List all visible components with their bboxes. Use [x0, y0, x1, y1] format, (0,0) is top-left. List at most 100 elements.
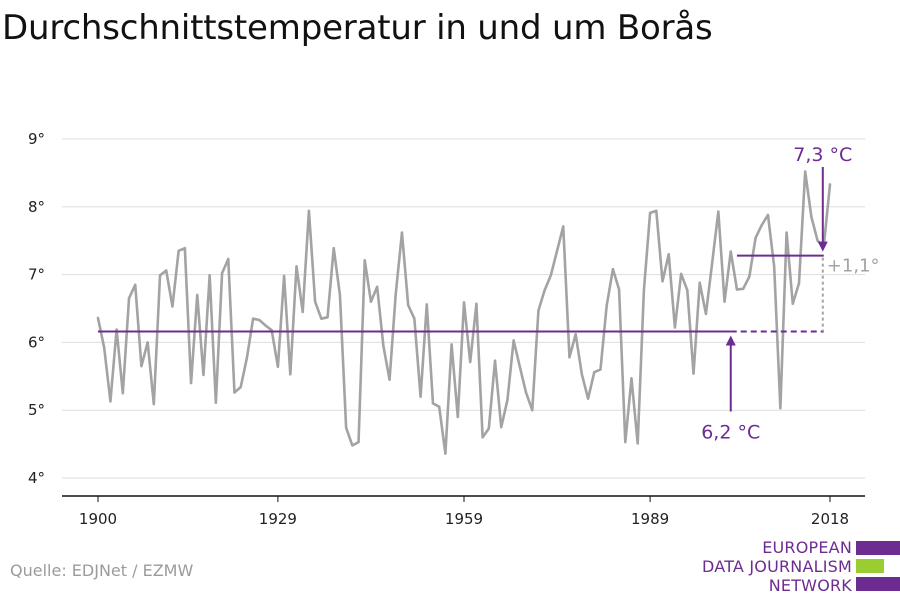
data-point-1926 — [258, 318, 261, 322]
y-tick-label-5: 5° — [28, 401, 45, 419]
data-point-1957 — [450, 343, 453, 346]
data-point-1914 — [183, 246, 187, 250]
data-point-1944 — [369, 300, 373, 303]
x-tick-label-1959: 1959 — [445, 510, 483, 528]
data-point-1946 — [382, 344, 385, 347]
data-point-1939 — [338, 293, 342, 297]
data-point-1930 — [282, 274, 286, 278]
data-point-1932 — [295, 265, 298, 268]
data-point-1936 — [320, 317, 323, 320]
data-point-1900 — [96, 316, 100, 320]
data-point-1938 — [332, 246, 335, 250]
y-tick-label-4: 4° — [28, 469, 45, 487]
data-point-1977 — [574, 333, 577, 336]
baseline-value-label: 6,2 °C — [701, 422, 760, 444]
data-point-2008 — [766, 213, 770, 217]
data-point-1994 — [679, 272, 683, 276]
data-point-1925 — [251, 317, 255, 320]
series-line-0 — [96, 170, 832, 455]
data-point-2000 — [717, 210, 720, 213]
data-point-2016 — [816, 239, 819, 242]
data-point-1963 — [487, 427, 491, 430]
data-point-1975 — [562, 225, 565, 228]
x-tick-label-1929: 1929 — [259, 510, 297, 528]
data-point-2015 — [810, 215, 813, 219]
data-point-1989 — [648, 211, 652, 215]
source-note: Quelle: EDJNet / EZMW — [10, 561, 194, 580]
data-point-1998 — [704, 312, 708, 316]
logo-bar-middle — [856, 559, 884, 573]
data-point-2004 — [741, 287, 745, 291]
data-point-1942 — [357, 440, 360, 444]
data-point-1996 — [692, 372, 695, 375]
data-point-1976 — [568, 356, 571, 359]
edjnet-logo[interactable]: EUROPEAN DATA JOURNALISM NETWORK — [700, 538, 900, 596]
data-point-1904 — [121, 392, 125, 395]
data-point-1941 — [351, 444, 354, 447]
data-point-1918 — [208, 274, 211, 277]
data-point-1940 — [344, 426, 348, 430]
data-point-1992 — [667, 253, 670, 256]
y-tick-label-6: 6° — [28, 333, 45, 351]
chart-title: Durchschnittstemperatur in und um Borås — [2, 8, 713, 48]
data-point-1933 — [301, 310, 304, 314]
data-point-1979 — [586, 397, 590, 400]
data-point-1922 — [233, 391, 236, 394]
data-point-1931 — [289, 373, 292, 376]
data-point-1960 — [469, 360, 472, 364]
data-point-1999 — [710, 261, 714, 265]
y-axis-tick-labels: 4° 5° 6° 7° 8° 9° — [28, 130, 45, 487]
data-point-2003 — [735, 288, 739, 291]
data-point-1972 — [543, 288, 546, 292]
baseline-arrow-head — [725, 335, 736, 346]
data-point-1921 — [227, 257, 230, 261]
logo-text-line-3: NETWORK — [768, 576, 852, 595]
data-point-2012 — [791, 302, 794, 305]
data-point-2011 — [785, 231, 788, 234]
data-point-2006 — [754, 236, 757, 240]
data-point-1911 — [165, 269, 168, 272]
data-point-2002 — [729, 250, 732, 253]
data-point-2007 — [760, 223, 763, 227]
data-point-1901 — [103, 346, 106, 350]
data-point-1906 — [134, 283, 137, 286]
logo-text-line-2: DATA JOURNALISM — [702, 557, 852, 576]
data-point-1937 — [326, 316, 329, 319]
data-point-1993 — [673, 326, 677, 329]
y-tick-label-7: 7° — [28, 266, 45, 284]
data-point-1964 — [493, 359, 497, 362]
recent-value-label: 7,3 °C — [793, 144, 852, 166]
data-point-1956 — [444, 452, 447, 455]
x-axis-tick-labels: 1900 1929 1959 1989 2018 — [79, 510, 849, 528]
data-point-1962 — [481, 436, 484, 439]
data-point-1988 — [642, 288, 646, 292]
data-point-1985 — [624, 440, 627, 444]
data-point-2018 — [828, 183, 832, 186]
data-point-1958 — [456, 415, 459, 419]
grid-lines — [62, 138, 865, 479]
data-point-1915 — [189, 381, 193, 385]
data-point-1945 — [375, 285, 379, 288]
data-point-1965 — [500, 425, 503, 429]
data-point-1973 — [549, 274, 553, 277]
y-tick-label-8: 8° — [28, 198, 45, 216]
data-point-2013 — [797, 282, 801, 285]
data-point-1955 — [437, 405, 441, 409]
data-point-2001 — [723, 300, 726, 303]
data-point-1909 — [152, 402, 156, 406]
data-point-1961 — [475, 302, 478, 305]
x-tick-label-2018: 2018 — [811, 510, 849, 528]
data-point-1919 — [214, 401, 218, 404]
data-point-1968 — [518, 365, 522, 369]
x-tick-label-1900: 1900 — [79, 510, 117, 528]
data-point-1927 — [264, 324, 267, 327]
logo-bar-bottom — [856, 577, 900, 591]
data-point-1951 — [413, 317, 416, 320]
x-axis — [62, 495, 865, 502]
data-point-1991 — [661, 280, 664, 283]
data-point-1953 — [425, 303, 428, 306]
data-point-1982 — [605, 304, 608, 307]
data-point-1912 — [171, 305, 174, 308]
logo-text-line-1: EUROPEAN — [762, 538, 852, 557]
